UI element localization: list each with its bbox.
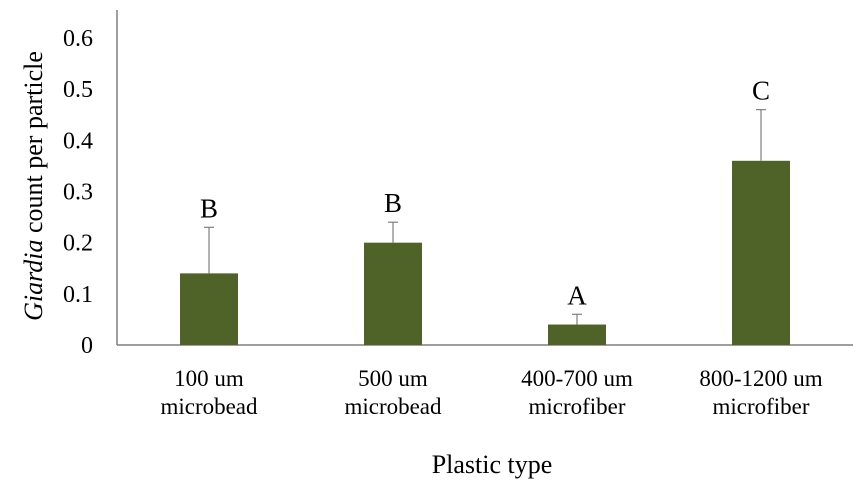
significance-letter: C (752, 76, 770, 106)
y-axis: 0 0.1 0.2 0.3 0.4 0.5 0.6 (63, 10, 118, 359)
y-axis-title: Giardia count per particle (19, 51, 48, 321)
x-tick-label: 500 um (358, 366, 428, 391)
x-tick-label: microfiber (528, 394, 625, 419)
x-tick-label: microfiber (712, 394, 809, 419)
significance-letter: B (200, 193, 218, 223)
y-tick-label: 0 (81, 333, 93, 359)
y-tick-label: 0.2 (63, 231, 93, 257)
bar (180, 273, 238, 345)
y-axis-title-rest: count per particle (19, 51, 48, 239)
y-tick-label: 0.4 (63, 128, 93, 154)
x-tick-labels: 100 um microbead 500 um microbead 400-700 um… (160, 366, 822, 419)
y-axis-title-italic: Giardia (19, 240, 48, 321)
x-tick-label: 100 um (174, 366, 244, 391)
y-tick-label: 0.3 (63, 180, 93, 206)
x-axis-title: Plastic type (432, 450, 553, 479)
bars (180, 160, 790, 345)
bar (364, 242, 422, 345)
significance-letter: A (567, 280, 587, 310)
error-bars (204, 109, 766, 325)
y-tick-label: 0.1 (63, 282, 93, 308)
y-tick-label: 0.5 (63, 77, 93, 103)
bar (548, 324, 606, 345)
y-tick-label: 0.6 (63, 26, 93, 52)
x-tick-label: 800-1200 um (699, 366, 822, 391)
x-tick-label: microbead (160, 394, 258, 419)
significance-letter: B (384, 188, 402, 218)
bar (732, 160, 790, 345)
x-tick-label: 400-700 um (521, 366, 633, 391)
significance-letters: B B A C (200, 76, 770, 311)
x-tick-label: microbead (344, 394, 442, 419)
